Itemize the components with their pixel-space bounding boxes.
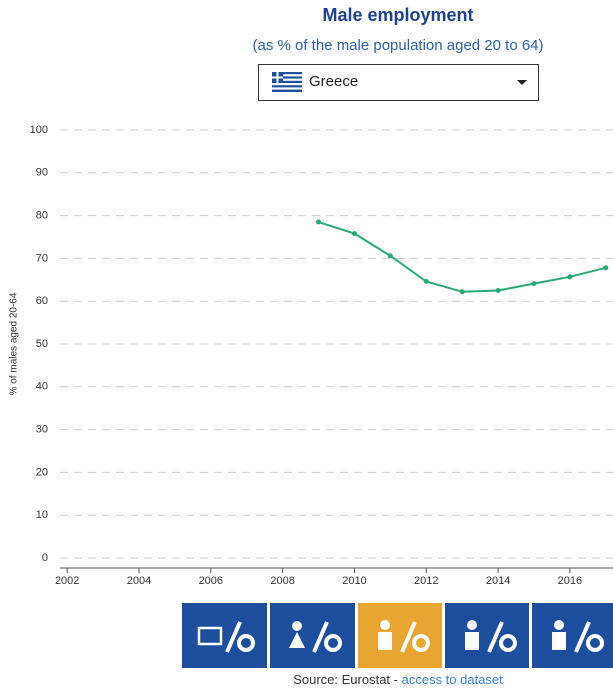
x-tick-label: 2002 [55,575,79,587]
x-tick-label: 2004 [127,575,151,587]
y-axis-label: % of males aged 20-64 [9,292,20,395]
button-male[interactable] [358,603,442,668]
button-employment[interactable] [182,603,267,668]
button-older[interactable] [445,603,529,668]
data-point [387,253,393,259]
button-female[interactable] [270,603,355,668]
y-tick-label: 80 [36,210,48,222]
data-point [351,231,357,237]
subtitle: (as % of the male population aged 20 to … [252,37,543,54]
x-tick-label: 2008 [270,575,294,587]
data-point [603,265,609,271]
y-tick-label: 0 [42,552,48,564]
dataset-link[interactable]: access to dataset [402,672,504,687]
data-point [531,281,537,287]
y-tick-label: 30 [36,424,48,436]
flag [272,72,302,92]
x-tick-label: 2014 [486,575,510,587]
data-point [567,274,573,280]
x-tick-label: 2010 [342,575,366,587]
y-tick-label: 70 [36,252,48,264]
y-tick-label: 20 [36,466,48,478]
y-tick-label: 100 [30,124,48,136]
series-line [318,221,607,293]
source: Source: Eurostat - access to dataset [293,672,503,687]
source-text: Source: Eurostat - [293,672,401,687]
data-point [423,279,429,285]
title: Male employment [322,5,473,25]
data-point [316,219,322,225]
button-young[interactable] [532,603,613,668]
country-dropdown[interactable]: Greece [258,64,539,101]
y-tick-label: 90 [36,167,48,179]
y-tick-label: 60 [36,295,48,307]
y-tick-label: 50 [36,338,48,350]
indicator-buttons [182,603,613,668]
data-point [459,289,465,295]
y-tick-label: 40 [36,381,48,393]
y-tick-label: 10 [36,509,48,521]
dropdown-value: Greece [309,73,358,90]
dropdown-arrow [517,80,527,85]
x-tick-label: 2006 [199,575,223,587]
data-point [495,288,501,293]
x-tick-label: 2016 [558,575,582,587]
dropdown-box [258,64,539,101]
x-tick-label: 2012 [414,575,438,587]
plot: 0 10 20 30 40 50 60 70 80 90 100 2002 2004 2006 2008 20… [30,124,613,587]
